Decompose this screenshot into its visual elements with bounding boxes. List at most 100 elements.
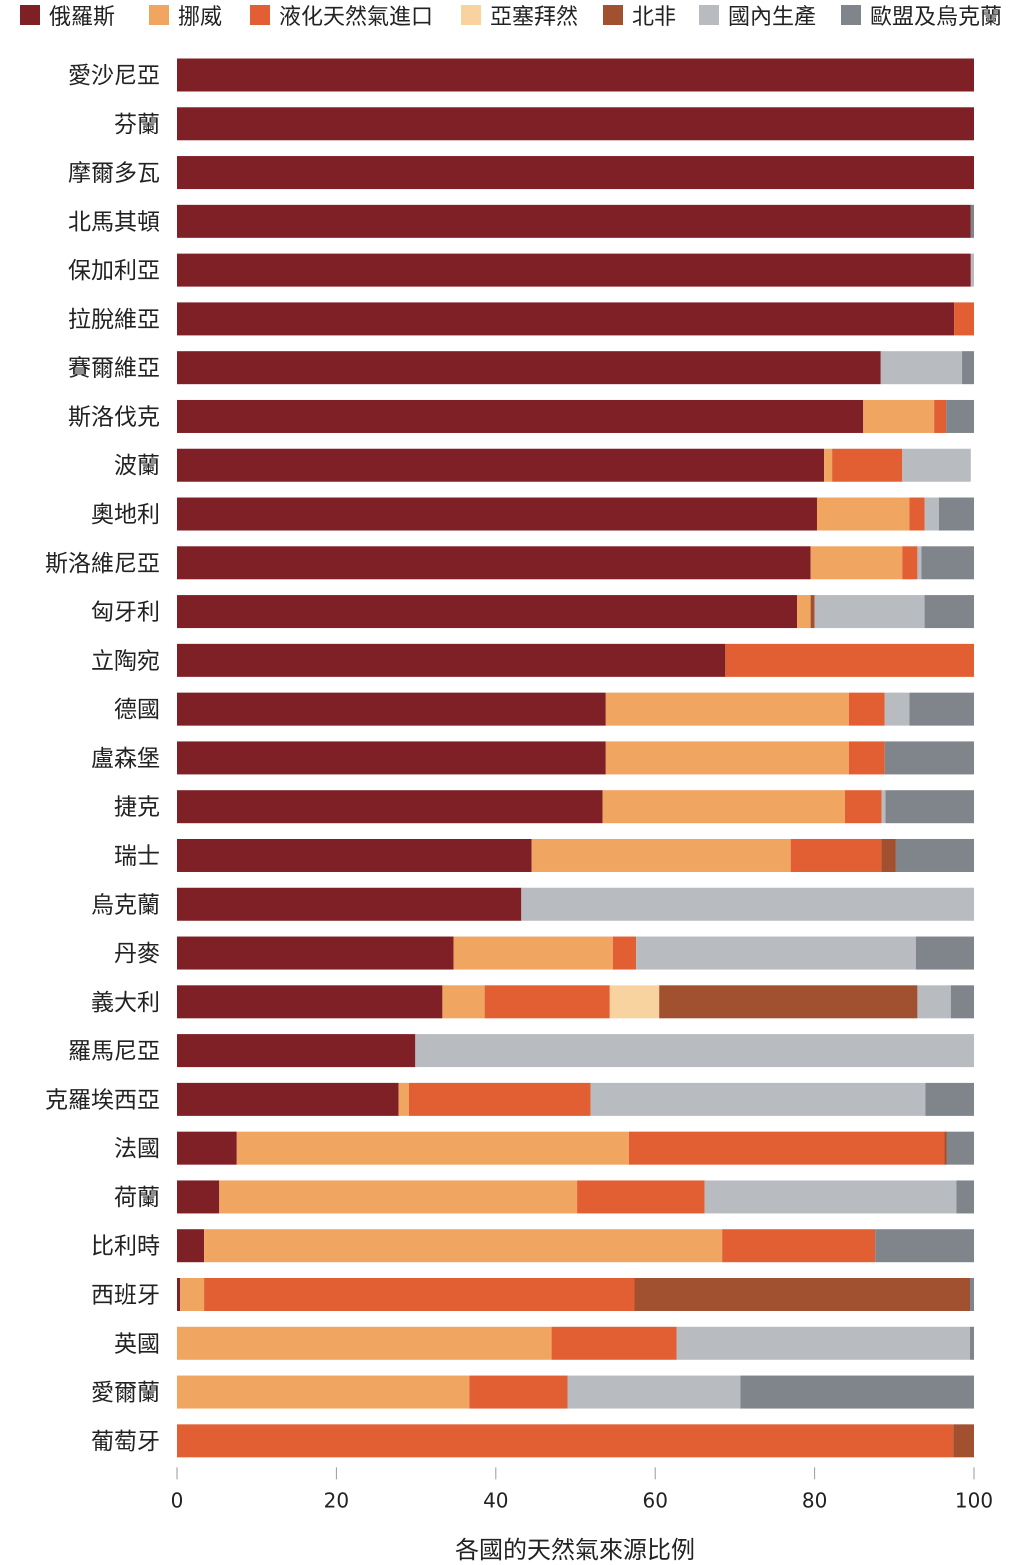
bar-segment (917, 985, 951, 1019)
x-tick-label: 20 (324, 1488, 349, 1512)
bar-segment (950, 985, 974, 1019)
bar-segment (453, 936, 613, 970)
bar-segment (832, 448, 903, 482)
bar-segment (884, 692, 910, 726)
bar-segment (484, 985, 610, 1019)
bar-segment (236, 1131, 629, 1165)
category-label: 克羅埃西亞 (45, 1087, 160, 1113)
bar-segment (204, 1229, 723, 1263)
bar-segment (177, 741, 606, 775)
bar-segment (970, 1326, 974, 1360)
bar-segment (628, 1131, 945, 1165)
x-tick-label: 0 (171, 1488, 184, 1512)
bar-segment (895, 838, 974, 872)
legend-swatch (250, 5, 270, 25)
category-label: 北馬其頓 (68, 209, 160, 235)
legend-label: 北非 (632, 5, 676, 30)
bar-segment (177, 1229, 205, 1263)
bar-segment (180, 1278, 205, 1311)
bar-segment (177, 643, 726, 677)
legend-swatch (20, 5, 40, 25)
bar-segment (636, 936, 916, 970)
bar-segment (177, 936, 454, 970)
bar-segment (177, 1375, 470, 1409)
bar-segment (909, 497, 925, 531)
bar-segment (816, 497, 910, 531)
bar-segment (844, 790, 882, 824)
bar-segment (612, 936, 637, 970)
category-label: 波蘭 (114, 453, 160, 479)
bar-segment (946, 1131, 974, 1165)
category-label: 斯洛維尼亞 (45, 551, 160, 577)
bar-segment (177, 448, 825, 482)
bar-segment (970, 1278, 974, 1311)
bar-segment (962, 351, 974, 385)
bar-segment (924, 497, 939, 531)
category-label: 斯洛伐克 (68, 404, 160, 430)
category-label: 羅馬尼亞 (68, 1039, 160, 1065)
bar-segment (398, 1082, 409, 1116)
bar-segment (609, 985, 660, 1019)
bar-segment (676, 1326, 971, 1360)
bar-segment (848, 741, 885, 775)
bar-segment (659, 985, 918, 1019)
bar-segment (177, 546, 811, 580)
bar-segment (177, 204, 971, 238)
bar-segment (602, 790, 845, 824)
bar-segment (725, 643, 974, 677)
bar-segment (442, 985, 485, 1019)
bar-segment (219, 1180, 578, 1214)
category-label: 葡萄牙 (91, 1429, 160, 1455)
bar-segment (469, 1375, 568, 1409)
bar-segment (740, 1375, 974, 1409)
bar-segment (722, 1229, 876, 1263)
bar-segment (953, 1424, 974, 1458)
category-label: 愛爾蘭 (91, 1380, 160, 1406)
bar-segment (605, 692, 849, 726)
bar-segment (880, 351, 963, 385)
bar-segment (884, 741, 974, 775)
bar-segment (970, 253, 974, 287)
bar-segment (177, 1180, 220, 1214)
x-tick-label: 40 (483, 1488, 508, 1512)
bar-segment (177, 107, 974, 141)
category-label: 愛沙尼亞 (68, 63, 160, 89)
bar-segment (567, 1375, 741, 1409)
legend-label: 亞塞拜然 (490, 5, 578, 30)
bar-segment (917, 546, 922, 580)
bar-segment (590, 1082, 926, 1116)
bar-segment (177, 1278, 181, 1311)
bar-segment (204, 1278, 635, 1311)
category-label: 德國 (114, 697, 160, 723)
bar-segment (177, 302, 955, 336)
bar-segment (970, 204, 974, 238)
category-label: 比利時 (91, 1234, 160, 1260)
bars-area (177, 58, 975, 1458)
legend-label: 挪威 (178, 5, 222, 30)
bar-segment (810, 546, 903, 580)
category-label: 荷蘭 (114, 1185, 160, 1211)
bar-segment (885, 790, 974, 824)
bar-segment (881, 790, 886, 824)
bar-segment (177, 1326, 552, 1360)
legend-swatch (841, 5, 861, 25)
legend-label: 俄羅斯 (49, 5, 115, 30)
bar-segment (177, 692, 606, 726)
bar-segment (924, 595, 974, 629)
category-label: 義大利 (91, 990, 160, 1016)
bar-segment (177, 595, 798, 629)
bar-segment (902, 448, 971, 482)
bar-segment (946, 399, 974, 433)
bar-segment (824, 448, 833, 482)
legend: 俄羅斯 挪威 液化天然氣進口 亞塞拜然 北非 國內生產 歐盟及烏克蘭 (20, 5, 1002, 30)
bar-segment (177, 253, 971, 287)
bar-segment (177, 985, 443, 1019)
category-label: 盧森堡 (91, 746, 160, 772)
bar-segment (408, 1082, 591, 1116)
bar-segment (531, 838, 791, 872)
bar-segment (938, 497, 974, 531)
x-axis: 0 20 40 60 80 100 (171, 1467, 993, 1512)
legend-swatch (699, 5, 719, 25)
bar-segment (921, 546, 974, 580)
